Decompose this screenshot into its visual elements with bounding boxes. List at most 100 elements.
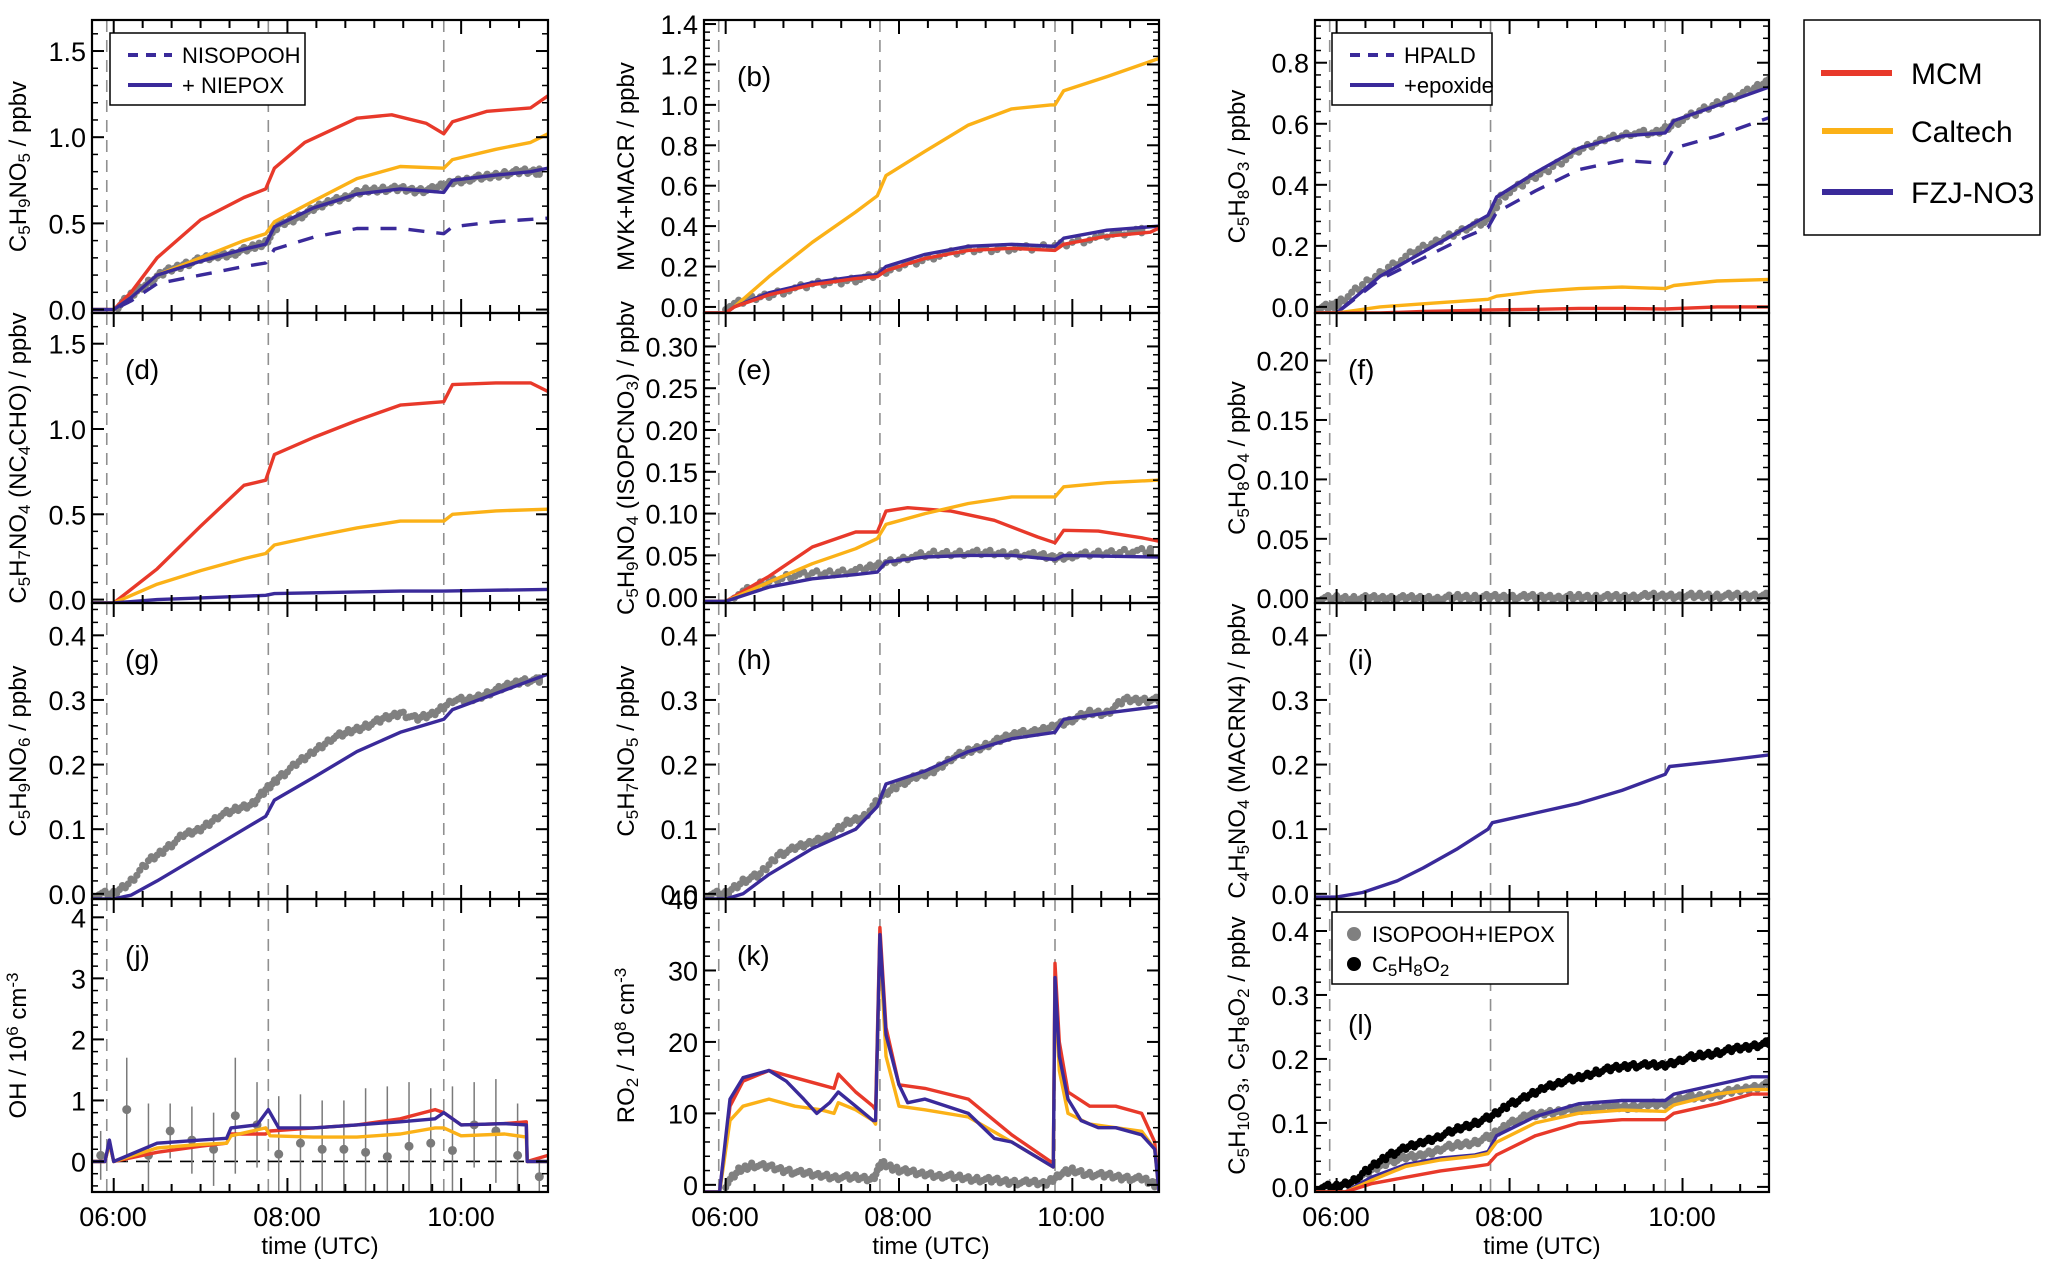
- panel-l: 0.0 0.1 0.2 0.3 0.4 (l) C5H10O3, C5H8O2 / ppbv…: [1224, 897, 1771, 1203]
- y-axis-title-c: C5H8O3 / ppbv: [1224, 90, 1253, 244]
- y-tick-label-g: 0.4: [48, 621, 86, 651]
- y-tick-label-j: 4: [71, 903, 86, 933]
- y-tick-label-k: 20: [668, 1028, 698, 1058]
- y-tick-label-e: 0.25: [645, 374, 698, 404]
- series-mcm-a: [92, 94, 548, 312]
- y-axis-title-j: OH / 106 cm-3: [3, 973, 32, 1119]
- y-tick-label-f: 0.00: [1256, 584, 1309, 614]
- y-tick-label-k: 10: [668, 1099, 698, 1129]
- x-tick-label-col1-0800: 08:00: [253, 1202, 321, 1232]
- series-caltech-e: [704, 478, 1159, 603]
- x-axis-title-col1: time (UTC): [261, 1233, 378, 1260]
- data-point: [317, 1144, 327, 1154]
- axes-frame-i: [1313, 601, 1771, 901]
- series-caltech-l: [1315, 1087, 1769, 1192]
- axes-frame-f: [1313, 311, 1771, 605]
- plot-area-g: [92, 672, 548, 899]
- series-mcm-b: [704, 226, 1159, 313]
- data-point: [209, 1144, 219, 1154]
- y-tick-label-l: 0.1: [1271, 1109, 1309, 1139]
- data-point: [230, 1111, 240, 1121]
- y-tick-label-d: 1.5: [48, 330, 86, 360]
- x-axis-title-col2: time (UTC): [872, 1233, 989, 1260]
- x-axis-title-col3: time (UTC): [1483, 1233, 1600, 1260]
- series-mcm-e: [704, 506, 1159, 603]
- panel-f: 0.00 0.05 0.10 0.15 0.20 (f) C5H8O4 / ppbv: [1224, 311, 1771, 614]
- y-axis-title-l: C5H10O3, C5H8O2 / ppbv: [1224, 916, 1253, 1174]
- y-tick-label-l: 0.0: [1271, 1173, 1309, 1203]
- data-point: [426, 1138, 436, 1148]
- x-tick-label-col2-1000: 10:00: [1037, 1202, 1105, 1232]
- y-tick-label-b: 0.0: [660, 293, 698, 323]
- x-tick-label-col2-0800: 08:00: [864, 1202, 932, 1232]
- legend-marker-isopooh-iepox: [1347, 927, 1361, 941]
- panel-label-b: (b): [737, 61, 771, 92]
- y-tick-label-c: 0.4: [1271, 171, 1309, 201]
- y-tick-label-e: 0.00: [645, 583, 698, 613]
- legend-label-c5h8o2: C5H8O2: [1372, 952, 1449, 980]
- y-tick-label-f: 0.05: [1256, 525, 1309, 555]
- axes-frame-d: [90, 311, 550, 605]
- series-c5h8o2-l: [1315, 1036, 1769, 1192]
- x-tick-label-col3-1000: 10:00: [1648, 1202, 1716, 1232]
- panel-g: 0.0 0.1 0.2 0.3 0.4 (g) C5H9NO6 / ppbv: [5, 601, 550, 910]
- data-point: [339, 1144, 349, 1154]
- legend-label-niepox: + NIEPOX: [182, 73, 284, 98]
- panel-label-j: (j): [125, 940, 150, 971]
- y-tick-label-f: 0.20: [1256, 347, 1309, 377]
- legend-label-hpald: HPALD: [1404, 43, 1476, 68]
- y-axis-title-a: C5H9NO5 / ppbv: [5, 81, 34, 252]
- data-point: [1493, 204, 1501, 212]
- series-mcm-c: [1315, 305, 1769, 313]
- series-measurement-e: [730, 544, 1154, 602]
- y-tick-label-l: 0.3: [1271, 981, 1309, 1011]
- series-fzj-no3-c: [1315, 85, 1769, 313]
- panel-b: 0.0 0.2 0.4 0.6 0.8 1.0 1.2 1.4 (b) MVK+MACR / pp…: [613, 10, 1161, 323]
- x-tick-label-col1-0600: 06:00: [79, 1202, 147, 1232]
- y-tick-label-i: 0.1: [1271, 815, 1309, 845]
- plot-area-i: [1315, 753, 1769, 899]
- panel-d: 0.0 0.5 1.0 1.5 (d) C5H7NO4 (NC4CHO) / ppbv: [5, 311, 550, 616]
- data-point: [1640, 126, 1648, 134]
- data-point: [361, 1147, 371, 1157]
- y-tick-label-a: 0.5: [48, 209, 86, 239]
- y-tick-label-i: 0.3: [1271, 686, 1309, 716]
- y-tick-label-c: 0.8: [1271, 49, 1309, 79]
- panel-label-f: (f): [1348, 354, 1374, 385]
- series-fzj-no3-hpald-c: [1315, 116, 1769, 313]
- y-tick-label-i: 0.4: [1271, 621, 1309, 651]
- y-tick-label-b: 1.4: [660, 10, 698, 40]
- data-point: [513, 1150, 523, 1160]
- y-tick-label-d: 1.0: [48, 415, 86, 445]
- panel-i: 0.0 0.1 0.2 0.3 0.4 (i) C4H5NO4 (MACRN4) / ppb…: [1224, 601, 1771, 910]
- series-fzj-no3-j: [92, 1107, 548, 1164]
- data-point: [771, 857, 779, 865]
- y-tick-label-h: 0.1: [660, 815, 698, 845]
- inset-legend-frame: [1331, 32, 1493, 106]
- panel-c: 0.00.20.40.60.8(c)C5H8O3 / ppbvHPALD+epo…: [1224, 18, 1771, 323]
- y-tick-label-e: 0.10: [645, 500, 698, 530]
- series-measurement-k: [722, 1158, 1159, 1192]
- panel-label-k: (k): [737, 940, 770, 971]
- plot-area-l: [1315, 1036, 1769, 1192]
- series-mcm-l: [1315, 1092, 1769, 1192]
- panel-label-l: (l): [1348, 1009, 1373, 1040]
- y-tick-label-a: 1.0: [48, 123, 86, 153]
- y-tick-label-f: 0.10: [1256, 465, 1309, 495]
- y-axis-title-f: C5H8O4 / ppbv: [1224, 381, 1253, 535]
- y-axis-title-g: C5H9NO6 / ppbv: [5, 665, 34, 836]
- panel-label-h: (h): [737, 644, 771, 675]
- axes-frame-j: [90, 897, 550, 1194]
- series-caltech-d: [92, 507, 548, 603]
- panel-label-g: (g): [125, 644, 159, 675]
- data-point: [1518, 182, 1527, 190]
- panel-label-e: (e): [737, 354, 771, 385]
- panel-k: 0 10 20 30 40 (k) RO2 / 108 cm-3: [611, 885, 1161, 1201]
- data-point: [534, 1172, 544, 1182]
- y-tick-label-k: 0: [683, 1171, 698, 1201]
- y-tick-label-e: 0.15: [645, 458, 698, 488]
- plot-area-b: [704, 56, 1159, 313]
- y-tick-label-l: 0.2: [1271, 1045, 1309, 1075]
- inset-legend-l: ISOPOOH+IEPOX C5H8O2: [1331, 911, 1569, 985]
